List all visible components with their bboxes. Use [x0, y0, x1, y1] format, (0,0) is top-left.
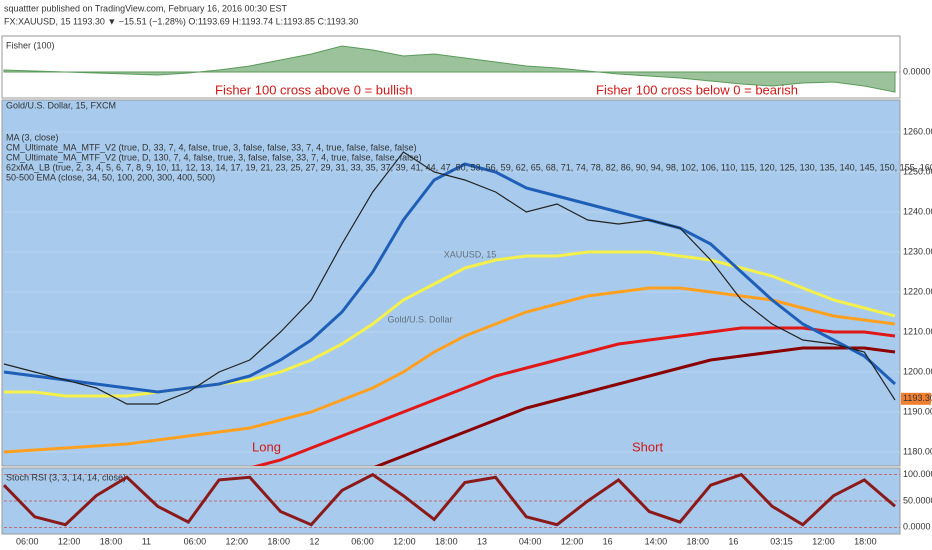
series-line: [251, 326, 896, 466]
legend-line: CM_Ultimate_MA_MTF_V2 (true, D, 130, 7, …: [6, 152, 422, 162]
y-tick-label: 100.0000: [903, 469, 932, 479]
y-tick-label: 1200.00: [903, 366, 932, 376]
x-tick-label: 18:00: [686, 536, 709, 546]
panel-title: Gold/U.S. Dollar, 15, FXCM: [6, 100, 116, 110]
x-tick-label: 18:00: [267, 536, 290, 546]
x-tick-label: 12:00: [226, 536, 249, 546]
y-tick-label: 1190.00: [903, 406, 932, 416]
x-tick-label: 06:00: [184, 536, 207, 546]
x-tick-label: 12:00: [393, 536, 416, 546]
y-tick-label: 1260.00: [903, 126, 932, 136]
x-tick-label: 18:00: [854, 536, 877, 546]
x-tick-label: 12:00: [561, 536, 584, 546]
price-panel: [1, 99, 901, 467]
panel-title: Fisher (100): [6, 40, 55, 50]
price-marker: [901, 392, 931, 405]
symbol-info: FX:XAUUSD, 15 1193.30 ▼ −15.51 (−1.28%) …: [4, 16, 358, 26]
watermark-sub: Gold/U.S. Dollar: [387, 314, 452, 324]
fisher-area: [3, 45, 896, 93]
y-tick-label: 1240.00: [903, 206, 932, 216]
y-tick-label: 50.0000: [903, 495, 932, 505]
y-tick-label: 0.0000: [903, 66, 931, 76]
legend-line: 50-500 EMA (close, 34, 50, 100, 200, 300…: [6, 172, 215, 182]
y-tick-label: 1180.00: [903, 446, 932, 456]
legend-line: 62xMA_LB (true, 2, 3, 4, 5, 6, 7, 8, 9, …: [6, 162, 932, 172]
price-label: 1193.30: [903, 393, 932, 403]
x-tick-label: 12: [309, 536, 319, 546]
annotation: Fisher 100 cross below 0 = bearish: [596, 82, 798, 97]
x-tick-label: 06:00: [16, 536, 39, 546]
y-tick-label: 1230.00: [903, 246, 932, 256]
y-tick-label: 1250.00: [903, 166, 932, 176]
x-tick-label: 04:00: [519, 536, 542, 546]
annotation: Fisher 100 cross above 0 = bullish: [215, 82, 413, 97]
panel-title: Stoch RSI (3, 3, 14, 14, close): [6, 472, 126, 482]
series-line: [3, 286, 896, 454]
x-tick-label: 18:00: [435, 536, 458, 546]
y-tick-label: 0.0000: [903, 522, 931, 532]
x-tick-label: 06:00: [351, 536, 374, 546]
legend-line: CM_Ultimate_MA_MTF_V2 (true, D, 33, 7, 4…: [6, 142, 417, 152]
series-line: [2, 472, 896, 527]
annotation: Short: [632, 439, 663, 454]
legend-line: MA (3, close): [6, 132, 59, 142]
publisher: squattter published on TradingView.com, …: [4, 3, 288, 13]
x-tick-label: 16: [603, 536, 613, 546]
x-tick-label: 16: [728, 536, 738, 546]
x-tick-label: 03:15: [770, 536, 793, 546]
x-tick-label: 18:00: [100, 536, 123, 546]
series-line: [373, 346, 896, 466]
x-tick-label: 12:00: [812, 536, 835, 546]
series-line: [3, 162, 897, 394]
watermark: XAUUSD, 15: [444, 249, 497, 259]
x-tick-label: 12:00: [58, 536, 81, 546]
y-tick-label: 1220.00: [903, 286, 932, 296]
series-line: [3, 151, 896, 405]
annotation: Long: [252, 439, 281, 454]
y-tick-label: 1210.00: [903, 326, 932, 336]
x-tick-label: 13: [477, 536, 487, 546]
x-tick-label: 11: [142, 536, 151, 546]
x-tick-label: 14:00: [645, 536, 668, 546]
